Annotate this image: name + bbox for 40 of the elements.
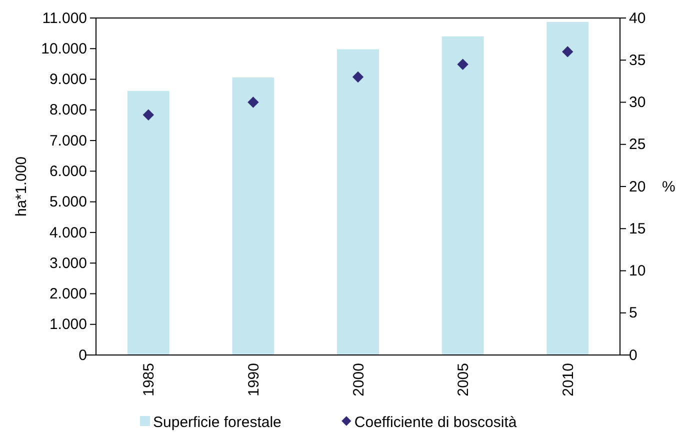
point xyxy=(248,96,259,108)
point xyxy=(562,46,574,58)
y2-tick-label: 5 xyxy=(629,304,638,322)
point xyxy=(457,58,468,70)
y2-tick-label: 25 xyxy=(629,136,646,154)
x-tick-label: 1985 xyxy=(140,363,158,396)
x-tick-label: 2010 xyxy=(560,363,577,396)
y2-tick-label: 20 xyxy=(629,178,646,196)
y-tick-label: 7.000 xyxy=(49,132,87,150)
y-tick-label: 8.000 xyxy=(49,102,87,119)
x-tick-label: 1990 xyxy=(245,363,262,396)
bar xyxy=(442,36,484,355)
y2-tick-label: 0 xyxy=(629,346,638,364)
y2-tick-label: 35 xyxy=(629,52,646,69)
y-tick-label: 2.000 xyxy=(49,286,87,303)
legend-label: Superficie forestale xyxy=(153,414,282,431)
y-tick-label: 5.000 xyxy=(49,194,87,211)
y2-tick-label: 30 xyxy=(629,94,646,112)
y-tick-label: 6.000 xyxy=(49,162,87,180)
y-axis-title: ha*1.000 xyxy=(13,156,30,217)
y-tick-label: 3.000 xyxy=(49,254,87,272)
y2-tick-label: 40 xyxy=(629,10,646,27)
y-tick-label: 4.000 xyxy=(49,224,87,242)
bar xyxy=(546,22,589,355)
x-tick-label: 2005 xyxy=(455,363,472,396)
point xyxy=(142,109,154,120)
y-tick-label: 1.000 xyxy=(49,316,87,334)
legend-label: Coefficiente di boscosità xyxy=(354,414,518,431)
y2-axis-title: % xyxy=(662,178,676,196)
y-tick-label: 0 xyxy=(78,346,87,364)
bar xyxy=(232,77,274,355)
bar xyxy=(337,49,379,355)
bar xyxy=(127,90,170,355)
y2-tick-label: 15 xyxy=(629,220,646,238)
y2-tick-label: 10 xyxy=(629,262,646,280)
y-tick-label: 9.000 xyxy=(49,71,87,88)
point xyxy=(352,71,364,83)
x-tick-label: 2000 xyxy=(350,363,368,396)
y-tick-label: 11.000 xyxy=(42,10,87,27)
y-tick-label: 10.000 xyxy=(41,40,87,58)
